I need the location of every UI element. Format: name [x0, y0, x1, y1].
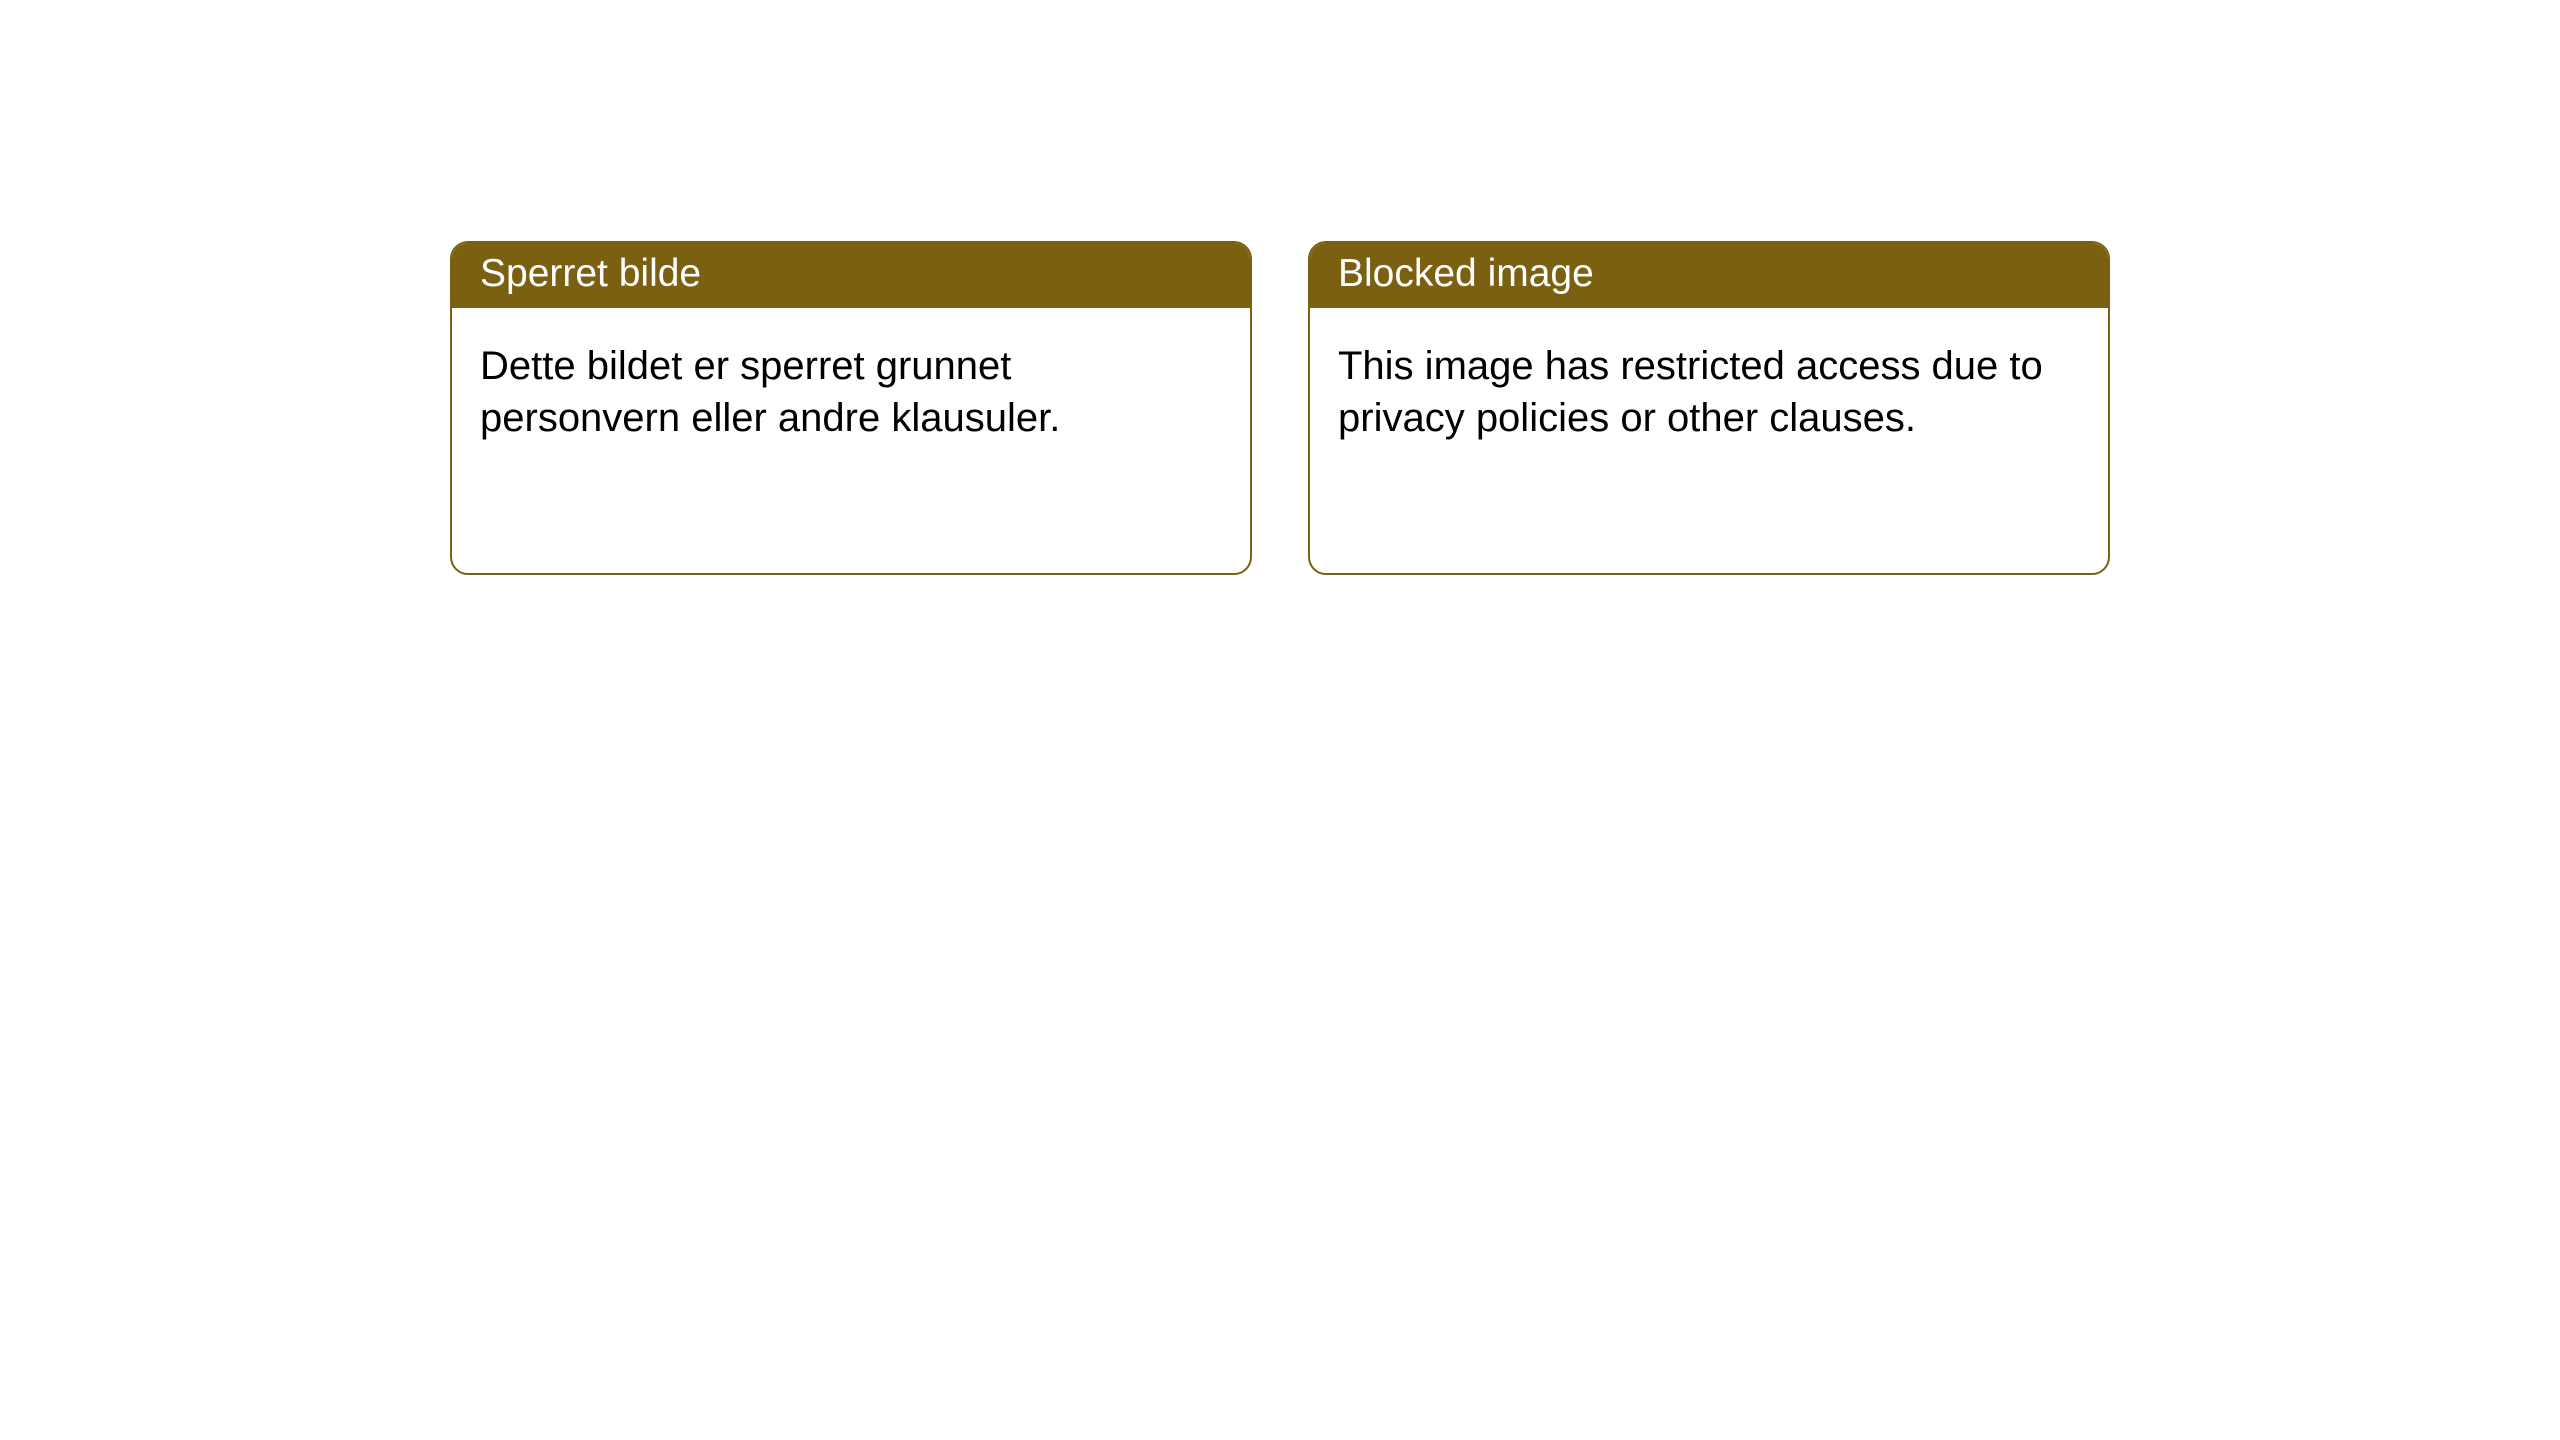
card-body-no: Dette bildet er sperret grunnet personve…	[452, 308, 1250, 476]
card-body-en: This image has restricted access due to …	[1310, 308, 2108, 476]
blocked-image-card-no: Sperret bilde Dette bildet er sperret gr…	[450, 241, 1252, 575]
card-header-no: Sperret bilde	[452, 243, 1250, 308]
card-title-no: Sperret bilde	[480, 252, 701, 295]
cards-container: Sperret bilde Dette bildet er sperret gr…	[0, 0, 2560, 575]
blocked-image-card-en: Blocked image This image has restricted …	[1308, 241, 2110, 575]
card-header-en: Blocked image	[1310, 243, 2108, 308]
card-title-en: Blocked image	[1338, 252, 1594, 295]
card-message-no: Dette bildet er sperret grunnet personve…	[480, 344, 1060, 440]
card-message-en: This image has restricted access due to …	[1338, 344, 2043, 440]
